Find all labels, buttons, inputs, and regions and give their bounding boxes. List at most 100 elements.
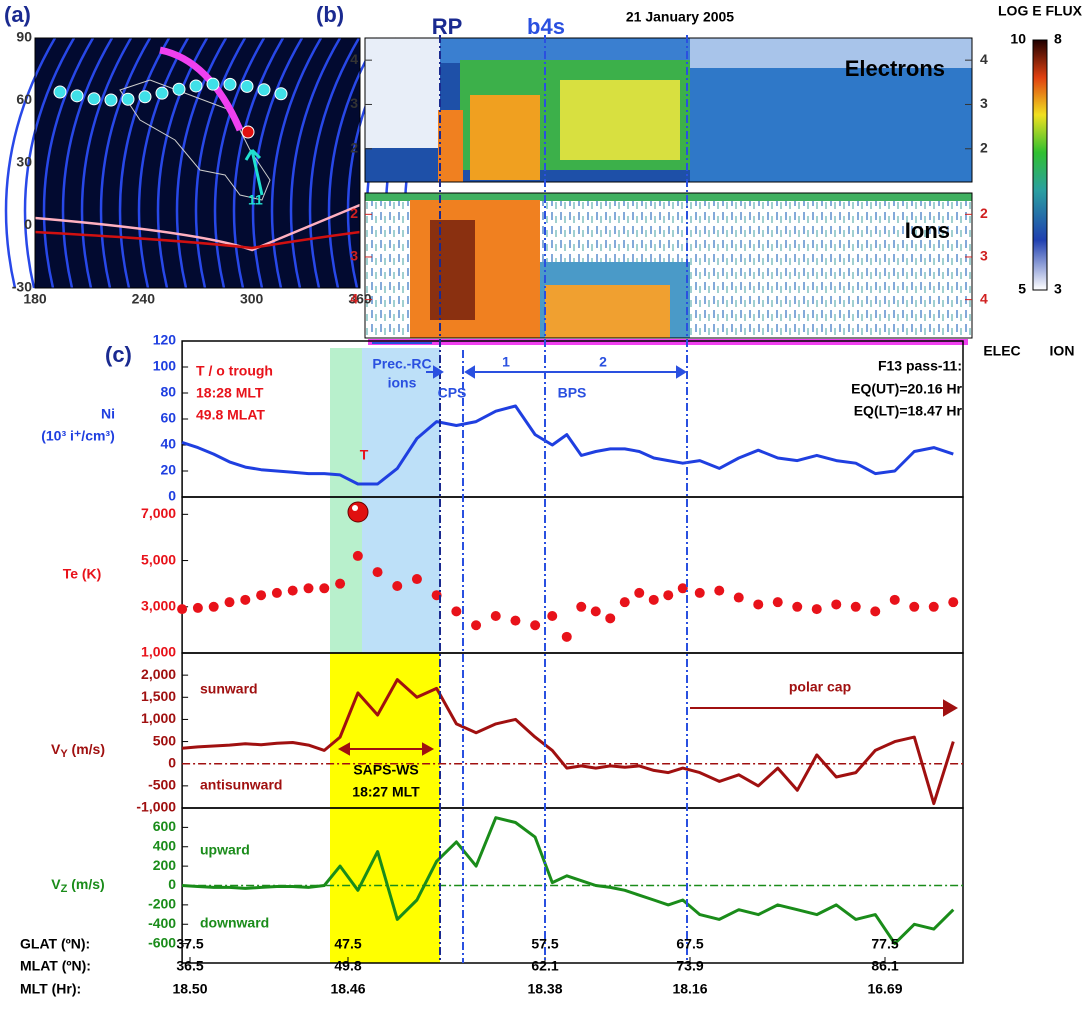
station: [206, 77, 220, 91]
orbit-arrow: [244, 148, 264, 196]
data-point: [694, 587, 705, 598]
x-tick-label: 67.5: [676, 936, 703, 952]
field-line: [289, 37, 342, 289]
data-point: [208, 601, 219, 612]
coastline: [119, 79, 271, 201]
field-line: [137, 37, 190, 289]
y-tick-label: 3: [350, 248, 358, 264]
y-tick-label: 60: [16, 91, 32, 107]
marker-label: RP: [432, 14, 463, 39]
data-point: [547, 611, 558, 622]
field-line: [156, 37, 209, 289]
data-point: [335, 578, 346, 589]
data-point: [510, 615, 521, 626]
y-tick-label: 2: [350, 139, 358, 155]
y-tick-label: -30: [12, 279, 32, 295]
data-point: [192, 602, 203, 613]
data-point: [948, 597, 959, 608]
x-tick-label: 62.1: [531, 958, 558, 974]
x-tick-label: 47.5: [334, 936, 361, 952]
data-point: [619, 597, 630, 608]
annotation-arrows: [337, 699, 958, 756]
annotation: 18:27 MLT: [352, 784, 420, 800]
data-point: [772, 597, 783, 608]
y-tick-label: -600: [148, 934, 176, 950]
data-point: [177, 604, 188, 615]
field-line: [308, 37, 361, 289]
y-tick-label: 2: [980, 205, 988, 221]
field-line: [270, 37, 323, 289]
field-line: [194, 37, 247, 289]
data-point: [714, 585, 725, 596]
orbit-number: 11: [248, 192, 263, 208]
plot-frame: [181, 652, 964, 809]
data-point: [490, 611, 501, 622]
x-tick-label: 360: [348, 291, 372, 307]
data-line: [181, 404, 954, 486]
y-tick-label: 3: [980, 95, 988, 111]
equator-line: [34, 230, 361, 250]
data-point: [909, 601, 920, 612]
annotation: BPS: [558, 385, 587, 401]
data-point: [287, 585, 298, 596]
panel-label: (a): [4, 2, 31, 27]
panel-name: Electrons: [845, 56, 945, 81]
colorbar-label: 3: [1054, 281, 1062, 297]
data-point: [271, 587, 282, 598]
field-line: [80, 37, 133, 289]
colorbar-label: ELEC: [983, 343, 1020, 359]
data-point: [319, 583, 330, 594]
x-axis-label: MLAT (ºN):: [20, 958, 91, 974]
data-point: [576, 601, 587, 612]
data-point: [850, 601, 861, 612]
x-tick-label: 180: [23, 291, 47, 307]
annotation: SAPS-WS: [353, 762, 418, 778]
y-axis-label-part: Z: [61, 883, 68, 895]
field-line: [118, 37, 171, 289]
field-line: [42, 37, 95, 289]
annotation: 18:28 MLT: [196, 385, 264, 401]
x-tick-label: 300: [240, 291, 264, 307]
annotation: F13 pass-11:: [878, 358, 962, 374]
station: [87, 92, 101, 106]
y-tick-label: 2,000: [141, 666, 176, 682]
data-point: [392, 580, 403, 591]
y-tick-label: 2: [350, 205, 358, 221]
y-tick-label: 200: [153, 857, 177, 873]
x-tick-label: 18.38: [527, 981, 562, 997]
x-tick-label: 18.46: [330, 981, 365, 997]
y-axis-label: Te (K): [63, 566, 102, 582]
y-tick-label: 0: [168, 754, 176, 770]
field-line: [175, 37, 228, 289]
data-point: [648, 594, 659, 605]
data-point: [372, 567, 383, 578]
annotation: polar cap: [789, 679, 851, 695]
y-tick-label: 1,500: [141, 688, 176, 704]
data-point: [605, 613, 616, 624]
x-tick-label: 86.1: [871, 958, 898, 974]
colorbar-title: LOG E FLUX: [998, 3, 1083, 19]
field-line: [213, 37, 266, 289]
colorbar-label: ION: [1050, 343, 1075, 359]
data-point: [634, 587, 645, 598]
x-tick-label: 77.5: [871, 936, 898, 952]
trough-shade: [330, 348, 362, 653]
y-tick-label: -200: [148, 896, 176, 912]
annotation: sunward: [200, 681, 258, 697]
x-axis-label: GLAT (ºN):: [20, 936, 90, 952]
y-tick-label: 3,000: [141, 597, 176, 613]
field-line: [23, 37, 76, 289]
annotation: downward: [200, 915, 269, 931]
y-axis-label-part: V: [51, 876, 61, 892]
y-axis-label: Ni: [101, 406, 115, 422]
station: [104, 93, 118, 107]
annotation: T: [360, 447, 369, 463]
station: [223, 77, 237, 91]
electron-spectrogram: [364, 37, 973, 183]
station: [70, 89, 84, 103]
satellite: [241, 125, 255, 139]
data-point: [561, 631, 572, 642]
y-tick-label: 30: [16, 154, 32, 170]
station: [189, 79, 203, 93]
annotation: EQ(LT)=18.47 Hr: [854, 403, 963, 419]
